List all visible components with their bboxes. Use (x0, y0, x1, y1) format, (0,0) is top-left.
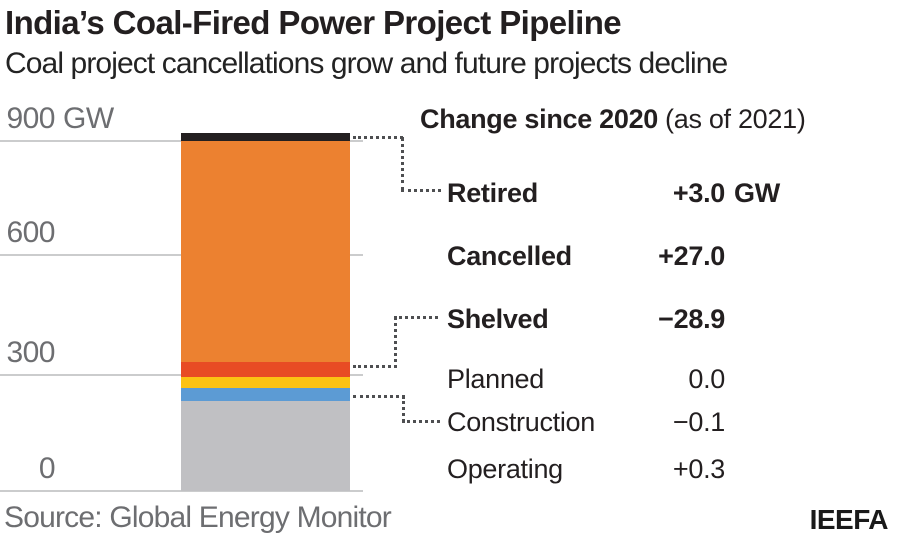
bar-segment-shelved (181, 361, 350, 378)
y-tick-300: 300 (0, 336, 55, 370)
legend-label: Cancelled (447, 241, 572, 271)
legend-value: +27.0 (658, 241, 725, 271)
y-tick-900: 900 GW (0, 102, 114, 136)
chart-subtitle: Coal project cancellations grow and futu… (5, 47, 728, 80)
legend-label: Planned (447, 364, 544, 394)
y-tick-value: 900 (6, 102, 55, 135)
legend-heading: Change since 2020 (as of 2021) (420, 104, 806, 135)
connector-construction-h2 (402, 420, 440, 423)
source-note: Source: Global Energy Monitor (4, 501, 392, 534)
y-axis-unit: GW (63, 102, 114, 135)
bar-segment-operating (181, 401, 350, 491)
connector-retired-v (401, 137, 404, 191)
bar-segment-planned (181, 377, 350, 389)
connector-shelved-h1 (353, 365, 397, 368)
legend-value: −0.1 (672, 407, 725, 437)
stacked-bar (181, 133, 350, 491)
bar-segment-retired (181, 133, 350, 141)
connector-shelved-h2 (394, 316, 438, 319)
publisher-credit: IEEFA (809, 504, 889, 535)
legend-value-unit: GW (734, 178, 780, 208)
connector-construction-h1 (353, 395, 405, 398)
legend-label: Shelved (447, 304, 549, 334)
legend-heading-bold: Change since 2020 (420, 104, 659, 134)
legend-value: +3.0 (672, 178, 725, 208)
legend-heading-note: (as of 2021) (665, 104, 806, 134)
connector-retired-h1 (353, 136, 403, 139)
connector-shelved-v (394, 317, 397, 368)
bar-segment-cancelled (181, 140, 350, 362)
legend-label: Construction (447, 407, 595, 437)
connector-construction-v (402, 396, 405, 422)
legend-value: +0.3 (672, 454, 725, 484)
y-tick-value: 600 (6, 216, 55, 249)
legend-label: Retired (447, 178, 538, 208)
y-tick-0: 0 (0, 452, 56, 486)
gridline-0 (0, 490, 363, 492)
chart-title: India’s Coal-Fired Power Project Pipelin… (5, 4, 622, 41)
legend-label: Operating (447, 454, 563, 484)
y-tick-value: 0 (38, 452, 56, 485)
bar-segment-construction (181, 388, 350, 402)
connector-retired-h2 (401, 189, 441, 192)
legend-value: −28.9 (658, 304, 725, 334)
y-tick-600: 600 (0, 216, 55, 250)
y-tick-value: 300 (6, 336, 55, 369)
legend-value: 0.0 (688, 364, 725, 394)
